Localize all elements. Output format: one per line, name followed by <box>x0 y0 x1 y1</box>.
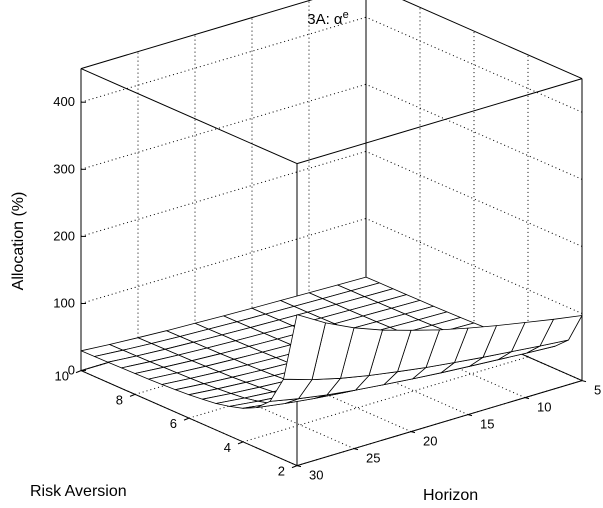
surface-patch <box>283 314 326 381</box>
grid-line-back-wall <box>80 218 367 304</box>
axes-box-edge <box>402 0 583 80</box>
y-tick-mark <box>183 417 190 421</box>
x-tick-mark <box>524 397 530 400</box>
tick-marks <box>75 101 587 469</box>
x-tick-label: 10 <box>537 400 551 415</box>
x-tick-mark <box>581 380 587 383</box>
x-tick-mark <box>467 414 473 417</box>
z-axis-label: Allocation (%) <box>10 192 27 291</box>
z-tick-label: 200 <box>53 228 75 243</box>
x-tick-label: 20 <box>423 434 437 449</box>
z-tick-label: 400 <box>53 94 75 109</box>
axes-box-edge <box>296 78 583 165</box>
chart-title-main: 3A: α <box>307 11 343 28</box>
x-tick-label: 30 <box>309 468 323 483</box>
y-tick-mark <box>291 465 298 469</box>
grid-line-back-wall <box>80 16 367 103</box>
axes-box-edge <box>80 68 298 165</box>
x-tick-label: 25 <box>366 451 380 466</box>
axes-box <box>80 0 583 467</box>
y-tick-label: 6 <box>170 416 177 431</box>
z-tick-label: 100 <box>53 296 75 311</box>
x-tick-mark <box>410 431 416 434</box>
grid-line-side-wall <box>365 150 583 247</box>
y-tick-label: 2 <box>278 464 285 479</box>
grid-line-side-wall <box>365 16 583 113</box>
axes-box-edge <box>80 0 313 70</box>
grid-line-back-wall <box>80 83 367 170</box>
z-tick-label: 0 <box>68 363 75 378</box>
x-tick-label: 15 <box>480 417 494 432</box>
y-tick-mark <box>129 393 136 397</box>
x-axis-label: Horizon <box>423 487 478 504</box>
grid-line-side-wall <box>365 83 583 180</box>
y-axis-label: Risk Aversion <box>30 483 127 500</box>
y-tick-label: 8 <box>116 392 123 407</box>
x-tick-label: 5 <box>594 383 601 398</box>
y-tick-mark <box>237 441 244 445</box>
x-tick-mark <box>353 448 359 451</box>
y-tick-label: 4 <box>224 440 231 455</box>
chart-title-superscript: e <box>343 9 349 21</box>
grid-line-side-wall <box>365 218 583 314</box>
y-tick-label: 10 <box>55 369 69 384</box>
surface-mesh <box>80 276 583 409</box>
grid-lines <box>80 0 583 467</box>
y-tick-mark <box>75 370 82 374</box>
chart-title: 3A: αe <box>307 9 348 28</box>
grid-line-floor <box>296 380 583 467</box>
z-tick-label: 300 <box>53 161 75 176</box>
grid-line-floor <box>242 356 529 443</box>
grid-line-floor <box>80 370 298 467</box>
grid-line-back-wall <box>80 150 367 237</box>
x-tick-mark <box>296 465 302 468</box>
